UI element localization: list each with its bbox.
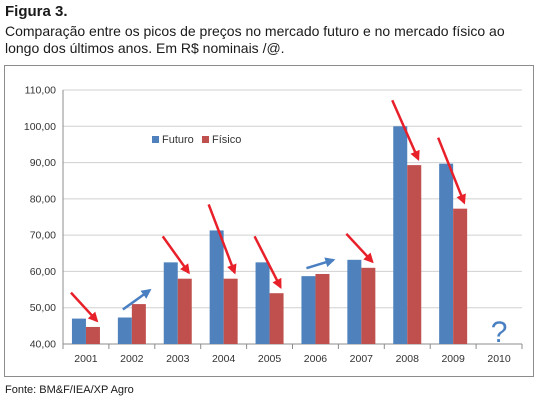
figure-caption: Comparação entre os picos de preços no m… — [5, 23, 505, 56]
bar-físico — [315, 273, 330, 344]
x-tick-label: 2002 — [120, 353, 144, 365]
y-tick-label: 80,00 — [30, 193, 56, 205]
annotation-arrow-down — [207, 203, 237, 275]
bar-futuro — [347, 259, 362, 344]
chart-svg: 40,00 50,00 60,00 70,00 80,00 90,00 100,00 110,… — [24, 85, 523, 365]
bar-futuro — [209, 230, 224, 344]
x-tick-label: 2004 — [212, 353, 236, 365]
figure-source: Fonte: BM&F/IEA/XP Agro — [5, 384, 134, 396]
legend-label: Futuro — [162, 134, 194, 146]
annotation-arrow-down — [70, 291, 99, 323]
x-tick-label: 2001 — [74, 353, 98, 365]
y-tick-label: 60,00 — [30, 266, 56, 278]
x-tick-label: 2008 — [396, 353, 420, 365]
y-tick-label: 100,00 — [24, 121, 56, 133]
question-mark-annotation: ? — [491, 316, 508, 349]
axis-layer: 40,00 50,00 60,00 70,00 80,00 90,00 100,00 110,… — [24, 85, 523, 365]
legend-label: Físico — [212, 134, 241, 146]
x-tick-label: 2007 — [350, 353, 374, 365]
bar-futuro — [439, 163, 454, 344]
bar-físico — [131, 304, 146, 344]
annotation-arrow-down — [161, 235, 190, 275]
annotation-arrow-up — [122, 288, 152, 311]
bar-futuro — [301, 276, 316, 344]
annotation-layer: ? — [70, 99, 508, 349]
bar-futuro — [71, 318, 86, 344]
bar-futuro — [163, 262, 178, 344]
bar-futuro — [117, 317, 132, 344]
y-tick-label: 70,00 — [30, 230, 56, 242]
x-tick-label: 2006 — [304, 353, 328, 365]
y-tick-label: 110,00 — [25, 85, 56, 97]
annotation-arrow-up — [306, 257, 336, 270]
y-tick-label: 90,00 — [30, 157, 56, 169]
bar-físico — [453, 208, 468, 344]
bar-físico — [269, 293, 284, 344]
bar-físico — [407, 165, 422, 344]
legend-swatch — [152, 136, 159, 143]
bar-físico — [361, 267, 376, 344]
chart-frame: 40,00 50,00 60,00 70,00 80,00 90,00 100,00 110,… — [4, 65, 534, 377]
annotation-arrow-down — [345, 232, 374, 264]
annotation-arrow-down — [253, 235, 282, 289]
legend: Futuro Físico — [152, 134, 241, 146]
bars-layer — [71, 126, 468, 345]
x-tick-label: 2009 — [441, 353, 465, 365]
y-tick-label: 50,00 — [30, 302, 56, 314]
bar-futuro — [393, 126, 408, 345]
bar-físico — [223, 278, 238, 344]
x-tick-label: 2003 — [166, 353, 190, 365]
annotation-arrow-down — [391, 99, 420, 161]
legend-swatch — [202, 136, 209, 143]
figure-label: Figura 3. — [5, 3, 68, 20]
annotation-arrow-down — [436, 137, 466, 205]
bar-físico — [85, 326, 100, 344]
x-tick-label: 2010 — [487, 353, 511, 365]
x-tick-label: 2005 — [258, 353, 282, 365]
bar-físico — [177, 278, 192, 344]
bar-futuro — [255, 262, 270, 344]
y-tick-label: 40,00 — [30, 339, 56, 351]
